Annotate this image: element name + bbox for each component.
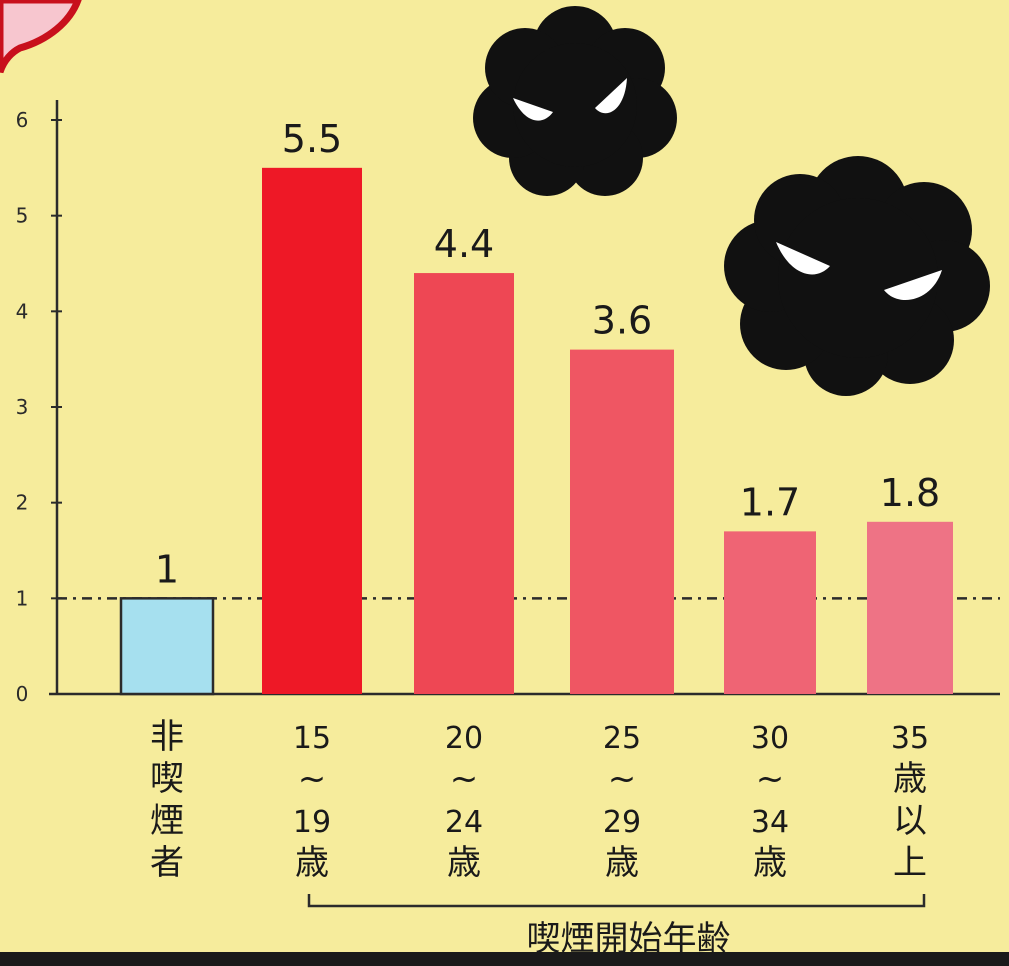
smoke-cloud-large-icon [724,156,990,396]
data-label: 5.5 [282,117,342,161]
category-label-char: 25 [603,721,641,756]
category-label-char: 歳 [605,843,639,883]
bottom-border [0,952,1009,966]
data-label: 1 [155,547,179,591]
category-label-char: ~ [298,759,327,799]
category-label-char: 歳 [447,843,481,883]
category-label-char: ~ [756,759,785,799]
data-label: 4.4 [434,222,494,266]
category-label-char: 喫 [150,759,184,799]
bar [724,531,816,694]
smoke-cloud-small-icon [473,6,677,196]
category-label-char: 歳 [753,843,787,883]
category-label-char: 24 [445,805,483,840]
data-label: 3.6 [592,299,652,343]
y-tick-label: 4 [16,299,29,323]
y-tick-label: 0 [16,682,29,706]
category-label-char: 19 [293,805,331,840]
category-label-char: 29 [603,805,641,840]
data-label: 1.8 [880,471,940,515]
category-label-char: 34 [751,805,789,840]
bar [570,349,674,694]
bar [867,521,953,694]
category-label-char: 歳 [295,843,329,883]
data-label: 1.7 [740,480,800,524]
category-label-char: 上 [893,843,927,883]
category-label-char: 者 [150,843,184,883]
y-tick-label: 5 [16,204,29,228]
bar [414,273,514,694]
category-label-char: 歳 [893,759,927,799]
category-label-char: ~ [450,759,479,799]
category-label-char: 15 [293,721,331,756]
bar [262,167,362,695]
group-bracket [307,894,926,908]
y-tick-label: 2 [16,491,29,515]
bars [119,167,953,696]
category-label-char: 20 [445,721,483,756]
y-tick-label: 1 [16,586,29,610]
category-label-char: 35 [891,721,929,756]
category-label-char: 非 [150,717,184,757]
category-label-char: ~ [608,759,637,799]
category-label-char: 煙 [150,801,184,841]
labels: 01234561非喫煙者5.515~19歳4.420~24歳3.625~29歳1… [16,108,941,959]
bar [119,597,215,696]
y-tick-label: 3 [16,395,29,419]
corner-decoration [0,0,82,74]
category-label-char: 30 [751,721,789,756]
category-label-char: 以 [893,801,927,841]
y-tick-label: 6 [16,108,29,132]
